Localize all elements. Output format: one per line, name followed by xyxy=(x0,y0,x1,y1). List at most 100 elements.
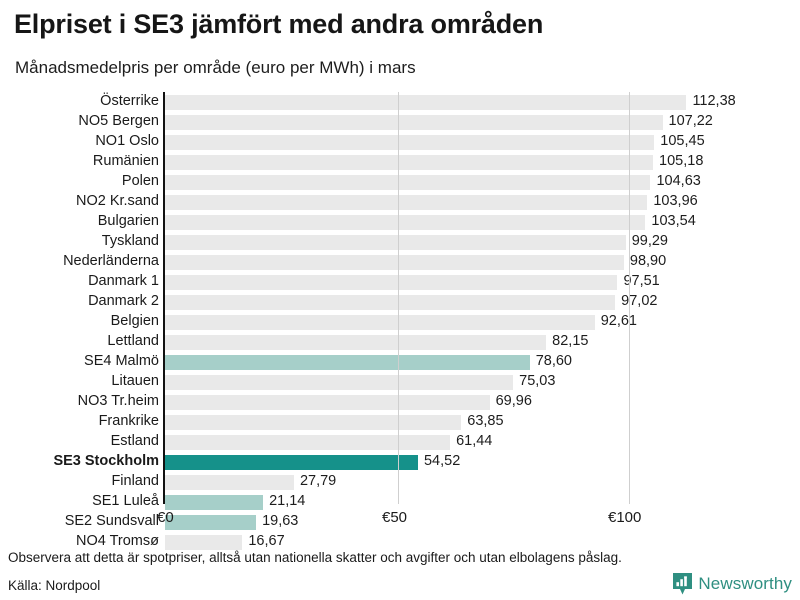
bar-row: NO1 Oslo 105,45 xyxy=(0,132,800,152)
category-label: Litauen xyxy=(111,373,159,389)
category-label: NO3 Tr.heim xyxy=(77,393,159,409)
bar xyxy=(165,314,595,330)
bar-row: SE1 Luleå 21,14 xyxy=(0,492,800,512)
bar-value-label: 105,45 xyxy=(660,133,705,149)
category-label: Rumänien xyxy=(92,153,159,169)
bar xyxy=(165,354,530,370)
bar xyxy=(165,434,451,450)
category-label: NO1 Oslo xyxy=(95,133,159,149)
bar-row: Polen 104,63 xyxy=(0,172,800,192)
category-label: Nederländerna xyxy=(63,253,159,269)
newsworthy-logo: Newsworthy xyxy=(673,573,792,595)
bar-row: Frankrike 63,85 xyxy=(0,412,800,432)
bar xyxy=(165,514,257,530)
bar-value-label: 98,90 xyxy=(629,253,667,269)
category-label: NO2 Kr.sand xyxy=(75,193,159,209)
bar xyxy=(165,154,654,170)
bar-row: Estland 61,44 xyxy=(0,432,800,452)
bar-row: Lettland 82,15 xyxy=(0,332,800,352)
bar-value-label: 61,44 xyxy=(456,433,493,449)
y-axis-line xyxy=(163,92,165,504)
brand-name: Newsworthy xyxy=(698,574,792,593)
bar xyxy=(165,494,264,510)
bar-value-label: 105,18 xyxy=(659,153,704,169)
bar xyxy=(165,94,687,110)
bar-row: Litauen 75,03 xyxy=(0,372,800,392)
bar-row: Rumänien 105,18 xyxy=(0,152,800,172)
bar-row: Finland 27,79 xyxy=(0,472,800,492)
bar xyxy=(165,234,626,250)
category-label: Danmark 1 xyxy=(88,273,159,289)
bar-value-label: 99,29 xyxy=(631,233,668,249)
bar-row: NO2 Kr.sand 103,96 xyxy=(0,192,800,212)
bar-value-label: 112,38 xyxy=(692,93,736,109)
bar-value-label: 97,51 xyxy=(623,273,660,289)
bar-value-label: 54,52 xyxy=(423,453,461,469)
bar-row: NO3 Tr.heim 69,96 xyxy=(0,392,800,412)
gridline-50 xyxy=(398,92,399,504)
category-label: Finland xyxy=(111,473,159,489)
x-tick-label-50: €50 xyxy=(382,509,408,526)
bar xyxy=(165,174,651,190)
footnote-text: Observera att detta är spotpriser, allts… xyxy=(8,550,622,565)
category-label: Österrike xyxy=(100,93,159,109)
bar-row: Nederländerna 98,90 xyxy=(0,252,800,272)
category-label: SE2 Sundsvall xyxy=(64,513,159,529)
category-label: Polen xyxy=(121,173,159,189)
category-label: Frankrike xyxy=(98,413,159,429)
bar-value-label: 104,63 xyxy=(656,173,701,189)
bar xyxy=(165,134,655,150)
gridline-100 xyxy=(629,92,630,504)
bar-row: SE3 Stockholm 54,52 xyxy=(0,452,800,472)
source-text: Källa: Nordpool xyxy=(8,578,101,593)
bar-value-label: 69,96 xyxy=(495,393,532,409)
bar-value-label: 82,15 xyxy=(552,333,589,349)
category-label: Estland xyxy=(110,433,159,449)
category-label: Tyskland xyxy=(101,233,159,249)
bar-row: Danmark 1 97,51 xyxy=(0,272,800,292)
bar-row: SE2 Sundsvall 19,63 xyxy=(0,512,800,532)
category-label: SE3 Stockholm xyxy=(53,453,159,469)
bar-value-label: 92,61 xyxy=(600,313,637,329)
x-tick-label-100: €100 xyxy=(608,509,642,526)
bar xyxy=(165,194,648,210)
bar xyxy=(165,274,618,290)
category-label: Danmark 2 xyxy=(88,293,159,309)
bar xyxy=(165,254,624,270)
bar-value-label: 27,79 xyxy=(299,473,337,489)
category-label: Bulgarien xyxy=(97,213,159,229)
bar-value-label: 103,54 xyxy=(651,213,696,229)
chart-subtitle: Månadsmedelpris per område (euro per MWh… xyxy=(15,58,416,77)
bar-value-label: 19,63 xyxy=(262,513,299,529)
category-label: NO5 Bergen xyxy=(78,113,159,129)
bar xyxy=(165,454,418,470)
bar xyxy=(165,394,490,410)
bar-value-label: 63,85 xyxy=(467,413,504,429)
bar-value-label: 75,03 xyxy=(519,373,556,389)
chart-title: Elpriset i SE3 jämfört med andra områden xyxy=(14,9,544,39)
bar-row: NO4 Tromsø 16,67 xyxy=(0,532,800,552)
bar-row: SE4 Malmö 78,60 xyxy=(0,352,800,372)
bar-value-label: 16,67 xyxy=(248,533,285,549)
bar-value-label: 21,14 xyxy=(269,493,306,509)
bar-value-label: 97,02 xyxy=(621,293,658,309)
plot-area: Österrike 112,38 NO5 Bergen 107,22 NO1 Oslo 1… xyxy=(0,92,800,550)
bar xyxy=(165,474,294,490)
bar-row: Danmark 2 97,02 xyxy=(0,292,800,312)
category-label: Lettland xyxy=(107,333,159,349)
bar-chart-icon xyxy=(673,573,693,595)
bar-value-label: 78,60 xyxy=(535,353,572,369)
bar-row: Tyskland 99,29 xyxy=(0,232,800,252)
bar-row: Österrike 112,38 xyxy=(0,92,800,112)
bar-value-label: 103,96 xyxy=(653,193,698,209)
bar-row: Belgien 92,61 xyxy=(0,312,800,332)
bar xyxy=(165,374,514,390)
category-label: NO4 Tromsø xyxy=(76,533,159,549)
bar xyxy=(165,214,646,230)
bar xyxy=(165,534,243,550)
category-label: SE1 Luleå xyxy=(92,493,159,509)
bar xyxy=(165,294,616,310)
bar xyxy=(165,334,547,350)
bar-row: Bulgarien 103,54 xyxy=(0,212,800,232)
